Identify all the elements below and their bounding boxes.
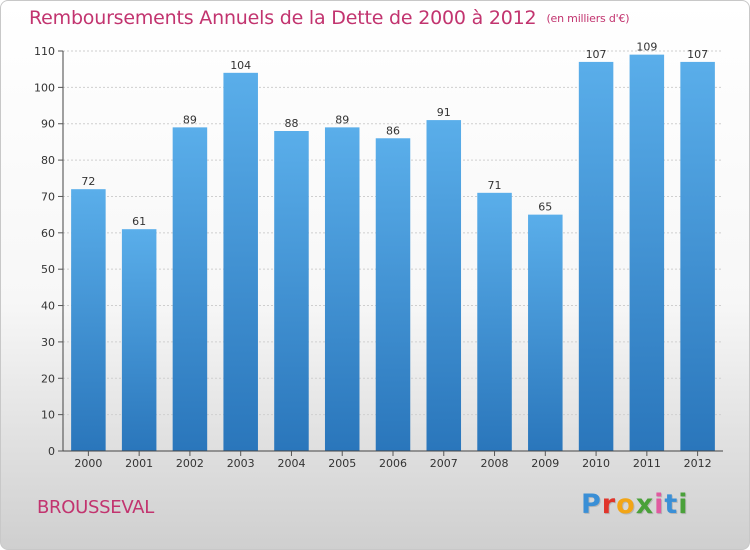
y-tick-label: 100 [34, 81, 55, 94]
x-tick-label-2005: 2005 [328, 457, 356, 470]
chart-title: Remboursements Annuels de la Dette de 20… [29, 7, 630, 29]
x-tick-label-2006: 2006 [379, 457, 407, 470]
y-tick-label: 50 [41, 263, 55, 276]
chart-unit: (en milliers d'€) [546, 12, 630, 25]
value-label-2011: 109 [636, 41, 657, 54]
logo-letter: i [678, 489, 689, 520]
chart-title-text: Remboursements Annuels de la Dette de 20… [29, 7, 537, 29]
bars [71, 54, 715, 452]
y-tick-label: 70 [41, 190, 55, 203]
x-tick-label-2008: 2008 [481, 457, 509, 470]
x-tick-label-2001: 2001 [125, 457, 153, 470]
logo-letter: o [616, 489, 636, 520]
y-tick-label: 0 [48, 445, 55, 458]
logo-letter: t [664, 489, 679, 520]
value-label-2007: 91 [437, 106, 451, 119]
x-tick-label-2009: 2009 [531, 457, 559, 470]
x-tick-label-2000: 2000 [74, 457, 102, 470]
logo-letter: i [654, 489, 665, 520]
value-label-2005: 89 [335, 113, 349, 126]
value-label-2009: 65 [538, 201, 552, 214]
value-label-2001: 61 [132, 215, 146, 228]
x-tick-label-2012: 2012 [684, 457, 712, 470]
x-tick-label-2003: 2003 [227, 457, 255, 470]
bar-2005 [324, 127, 360, 451]
commune-name: BROUSSEVAL [37, 497, 154, 518]
y-tick-label: 10 [41, 409, 55, 422]
bar-2006 [375, 138, 411, 452]
bar-2011 [629, 54, 665, 452]
bar-2010 [578, 61, 614, 452]
logo-letter: r [601, 489, 617, 520]
value-label-2008: 71 [488, 179, 502, 192]
y-tick-label: 20 [41, 372, 55, 385]
bar-2007 [426, 120, 462, 451]
bar-2012 [680, 61, 715, 452]
bar-2000 [71, 189, 106, 451]
bar-2004 [274, 131, 309, 451]
x-tick-label-2010: 2010 [582, 457, 610, 470]
proxiti-logo: Proxiti [581, 489, 689, 520]
y-tick-label: 40 [41, 300, 55, 313]
value-label-2003: 104 [230, 59, 251, 72]
bar-2008 [477, 192, 512, 451]
bar-2001 [121, 229, 157, 451]
x-tick-label-2007: 2007 [430, 457, 458, 470]
logo-letter: x [635, 489, 655, 520]
y-tick-label: 90 [41, 118, 55, 131]
value-label-2000: 72 [81, 175, 95, 188]
bar-2003 [223, 72, 258, 452]
x-tick-label-2011: 2011 [633, 457, 661, 470]
value-labels: 72 61 89 104 88 89 86 91 71 65 107 109 107 [81, 41, 708, 229]
y-tick-label: 80 [41, 154, 55, 167]
value-label-2012: 107 [687, 48, 708, 61]
y-tick-label: 60 [41, 227, 55, 240]
logo-letter: P [581, 489, 602, 520]
value-label-2002: 89 [183, 113, 197, 126]
bar-2002 [172, 127, 208, 451]
value-label-2010: 107 [586, 48, 607, 61]
value-label-2004: 88 [284, 117, 298, 130]
x-tick-label-2002: 2002 [176, 457, 204, 470]
y-tick-labels: 0 10 20 30 40 50 60 70 80 90 100 110 [34, 45, 63, 458]
x-tick-labels: 2000 2001 2002 2003 2004 2005 2006 2007 2008 2009… [74, 451, 712, 470]
value-label-2006: 86 [386, 124, 400, 137]
y-tick-label: 30 [41, 336, 55, 349]
bar-2009 [528, 214, 563, 451]
y-tick-label: 110 [34, 45, 55, 58]
x-tick-label-2004: 2004 [277, 457, 305, 470]
